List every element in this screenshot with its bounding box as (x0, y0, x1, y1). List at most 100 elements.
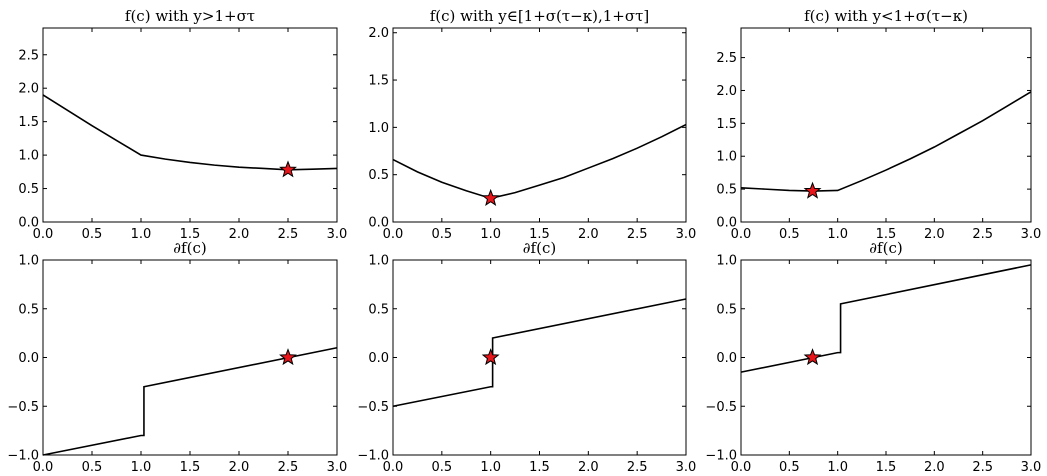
y-tick-label: 2.0 (716, 84, 737, 99)
y-tick-label: 0.0 (368, 351, 389, 366)
axes-frame (740, 259, 1032, 456)
chart-title: ∂f(c) (523, 239, 556, 257)
y-tick-label: 0.5 (716, 183, 737, 198)
x-tick-label: 1.5 (180, 460, 201, 475)
x-tick-label: 2.5 (627, 227, 648, 242)
y-tick-label: −1.0 (705, 449, 737, 464)
chart-panel-4: 0.0 0.5 1.0 1.5 2.0 2.5 3.0 −1.0 −0.5 0.0 0.5 1.0 ∂f… (7, 239, 347, 475)
x-tick-label: 2.5 (972, 460, 993, 475)
chart-title: f(c) with y<1+σ(τ−κ) (804, 7, 968, 25)
x-tick-label: 2.0 (229, 227, 250, 242)
y-tick-label: 1.0 (716, 254, 737, 269)
x-tick-label: 0.5 (431, 227, 452, 242)
x-tick-label: 2.0 (578, 460, 599, 475)
x-tick-label: 1.5 (529, 460, 550, 475)
optimum-star-marker (481, 348, 500, 366)
x-tick-label: 0.0 (33, 227, 54, 242)
x-tick-label: 0.5 (779, 460, 800, 475)
y-tick-label: 0.0 (716, 351, 737, 366)
x-tick-label: 0.0 (731, 227, 752, 242)
x-tick-label: 0.0 (383, 227, 404, 242)
y-tick-label: 2.0 (18, 82, 39, 97)
chart-panel-3: 0.0 0.5 1.0 1.5 2.0 2.5 3.0 0.0 0.5 1.0 1.5 2.0 2.5 f… (716, 7, 1041, 242)
chart-title: f(c) with y>1+στ (125, 7, 255, 25)
chart-title: ∂f(c) (869, 239, 902, 257)
y-tick-label: −1.0 (7, 449, 39, 464)
optimum-star-marker (279, 348, 297, 366)
optimum-star-marker (803, 348, 822, 366)
optimum-star-marker (279, 160, 297, 178)
x-tick-label: 0.0 (383, 460, 404, 475)
x-tick-label: 0.5 (82, 227, 103, 242)
y-tick-label: 1.5 (368, 74, 389, 89)
x-tick-label: 2.0 (229, 460, 250, 475)
series-line (740, 91, 1032, 192)
y-tick-label: 2.5 (18, 48, 39, 63)
x-tick-label: 1.0 (131, 227, 152, 242)
x-tick-label: 2.5 (972, 227, 993, 242)
chart-panel-2: 0.0 0.5 1.0 1.5 2.0 2.5 3.0 0.0 0.5 1.0 1.5 2.0 f(c)… (368, 7, 696, 242)
chart-title: f(c) with y∈[1+σ(τ−κ),1+στ] (430, 7, 650, 25)
x-tick-label: 1.0 (131, 460, 152, 475)
y-tick-label: −1.0 (357, 449, 389, 464)
chart-panel-5: 0.0 0.5 1.0 1.5 2.0 2.5 3.0 −1.0 −0.5 0.0 0.5 1.0 ∂f… (357, 239, 696, 475)
optimum-star-marker (803, 181, 822, 199)
x-tick-label: 1.0 (480, 227, 501, 242)
y-tick-label: −0.5 (7, 400, 39, 415)
y-tick-label: 1.0 (368, 121, 389, 136)
series-line (392, 123, 687, 200)
y-tick-label: 0.0 (716, 216, 737, 231)
series-line (42, 346, 338, 456)
y-tick-label: 1.0 (18, 254, 39, 269)
optimum-star-marker (481, 188, 500, 206)
y-tick-label: 0.5 (368, 302, 389, 317)
x-tick-label: 1.5 (876, 460, 897, 475)
x-tick-label: 3.0 (327, 460, 348, 475)
x-tick-label: 1.0 (480, 460, 501, 475)
y-tick-label: 1.5 (18, 115, 39, 130)
series-line (392, 298, 687, 408)
y-tick-label: 2.5 (716, 51, 737, 66)
x-tick-label: 2.0 (924, 460, 945, 475)
y-tick-label: 2.0 (368, 26, 389, 41)
y-tick-label: −0.5 (705, 400, 737, 415)
chart-title: ∂f(c) (173, 239, 206, 257)
x-tick-label: 0.5 (82, 460, 103, 475)
x-tick-label: 0.0 (33, 460, 54, 475)
x-tick-label: 2.0 (924, 227, 945, 242)
x-tick-label: 3.0 (676, 460, 697, 475)
x-tick-label: 2.5 (627, 460, 648, 475)
y-tick-label: 1.0 (18, 149, 39, 164)
x-tick-label: 3.0 (1021, 460, 1042, 475)
x-tick-label: 1.5 (529, 227, 550, 242)
y-tick-label: 1.0 (368, 254, 389, 269)
x-tick-label: 1.0 (827, 227, 848, 242)
chart-panel-1: 0.0 0.5 1.0 1.5 2.0 2.5 3.0 0.0 0.5 1.0 1.5 2.0 2.5 f… (18, 7, 347, 242)
y-tick-label: 0.0 (18, 216, 39, 231)
axes-frame (740, 27, 1032, 223)
y-tick-label: 0.5 (716, 302, 737, 317)
y-tick-label: 0.5 (368, 168, 389, 183)
x-tick-label: 3.0 (1021, 227, 1042, 242)
x-tick-label: 2.0 (578, 227, 599, 242)
chart-panel-6: 0.0 0.5 1.0 1.5 2.0 2.5 3.0 −1.0 −0.5 0.0 0.5 1.0 ∂f… (705, 239, 1041, 475)
axes-frame (392, 27, 687, 223)
x-tick-label: 0.5 (779, 227, 800, 242)
x-tick-label: 3.0 (676, 227, 697, 242)
y-tick-label: −0.5 (357, 400, 389, 415)
x-tick-label: 3.0 (327, 227, 348, 242)
x-tick-label: 2.5 (278, 460, 299, 475)
x-tick-label: 1.0 (827, 460, 848, 475)
y-tick-label: 0.0 (368, 216, 389, 231)
y-tick-label: 0.5 (18, 182, 39, 197)
y-tick-label: 1.0 (716, 150, 737, 165)
axes-frame (392, 259, 687, 456)
x-tick-label: 0.0 (731, 460, 752, 475)
x-tick-label: 0.5 (431, 460, 452, 475)
axes-frame (42, 27, 338, 223)
x-tick-label: 2.5 (278, 227, 299, 242)
y-tick-label: 0.5 (18, 302, 39, 317)
x-tick-label: 1.5 (180, 227, 201, 242)
y-tick-label: 1.5 (716, 117, 737, 132)
